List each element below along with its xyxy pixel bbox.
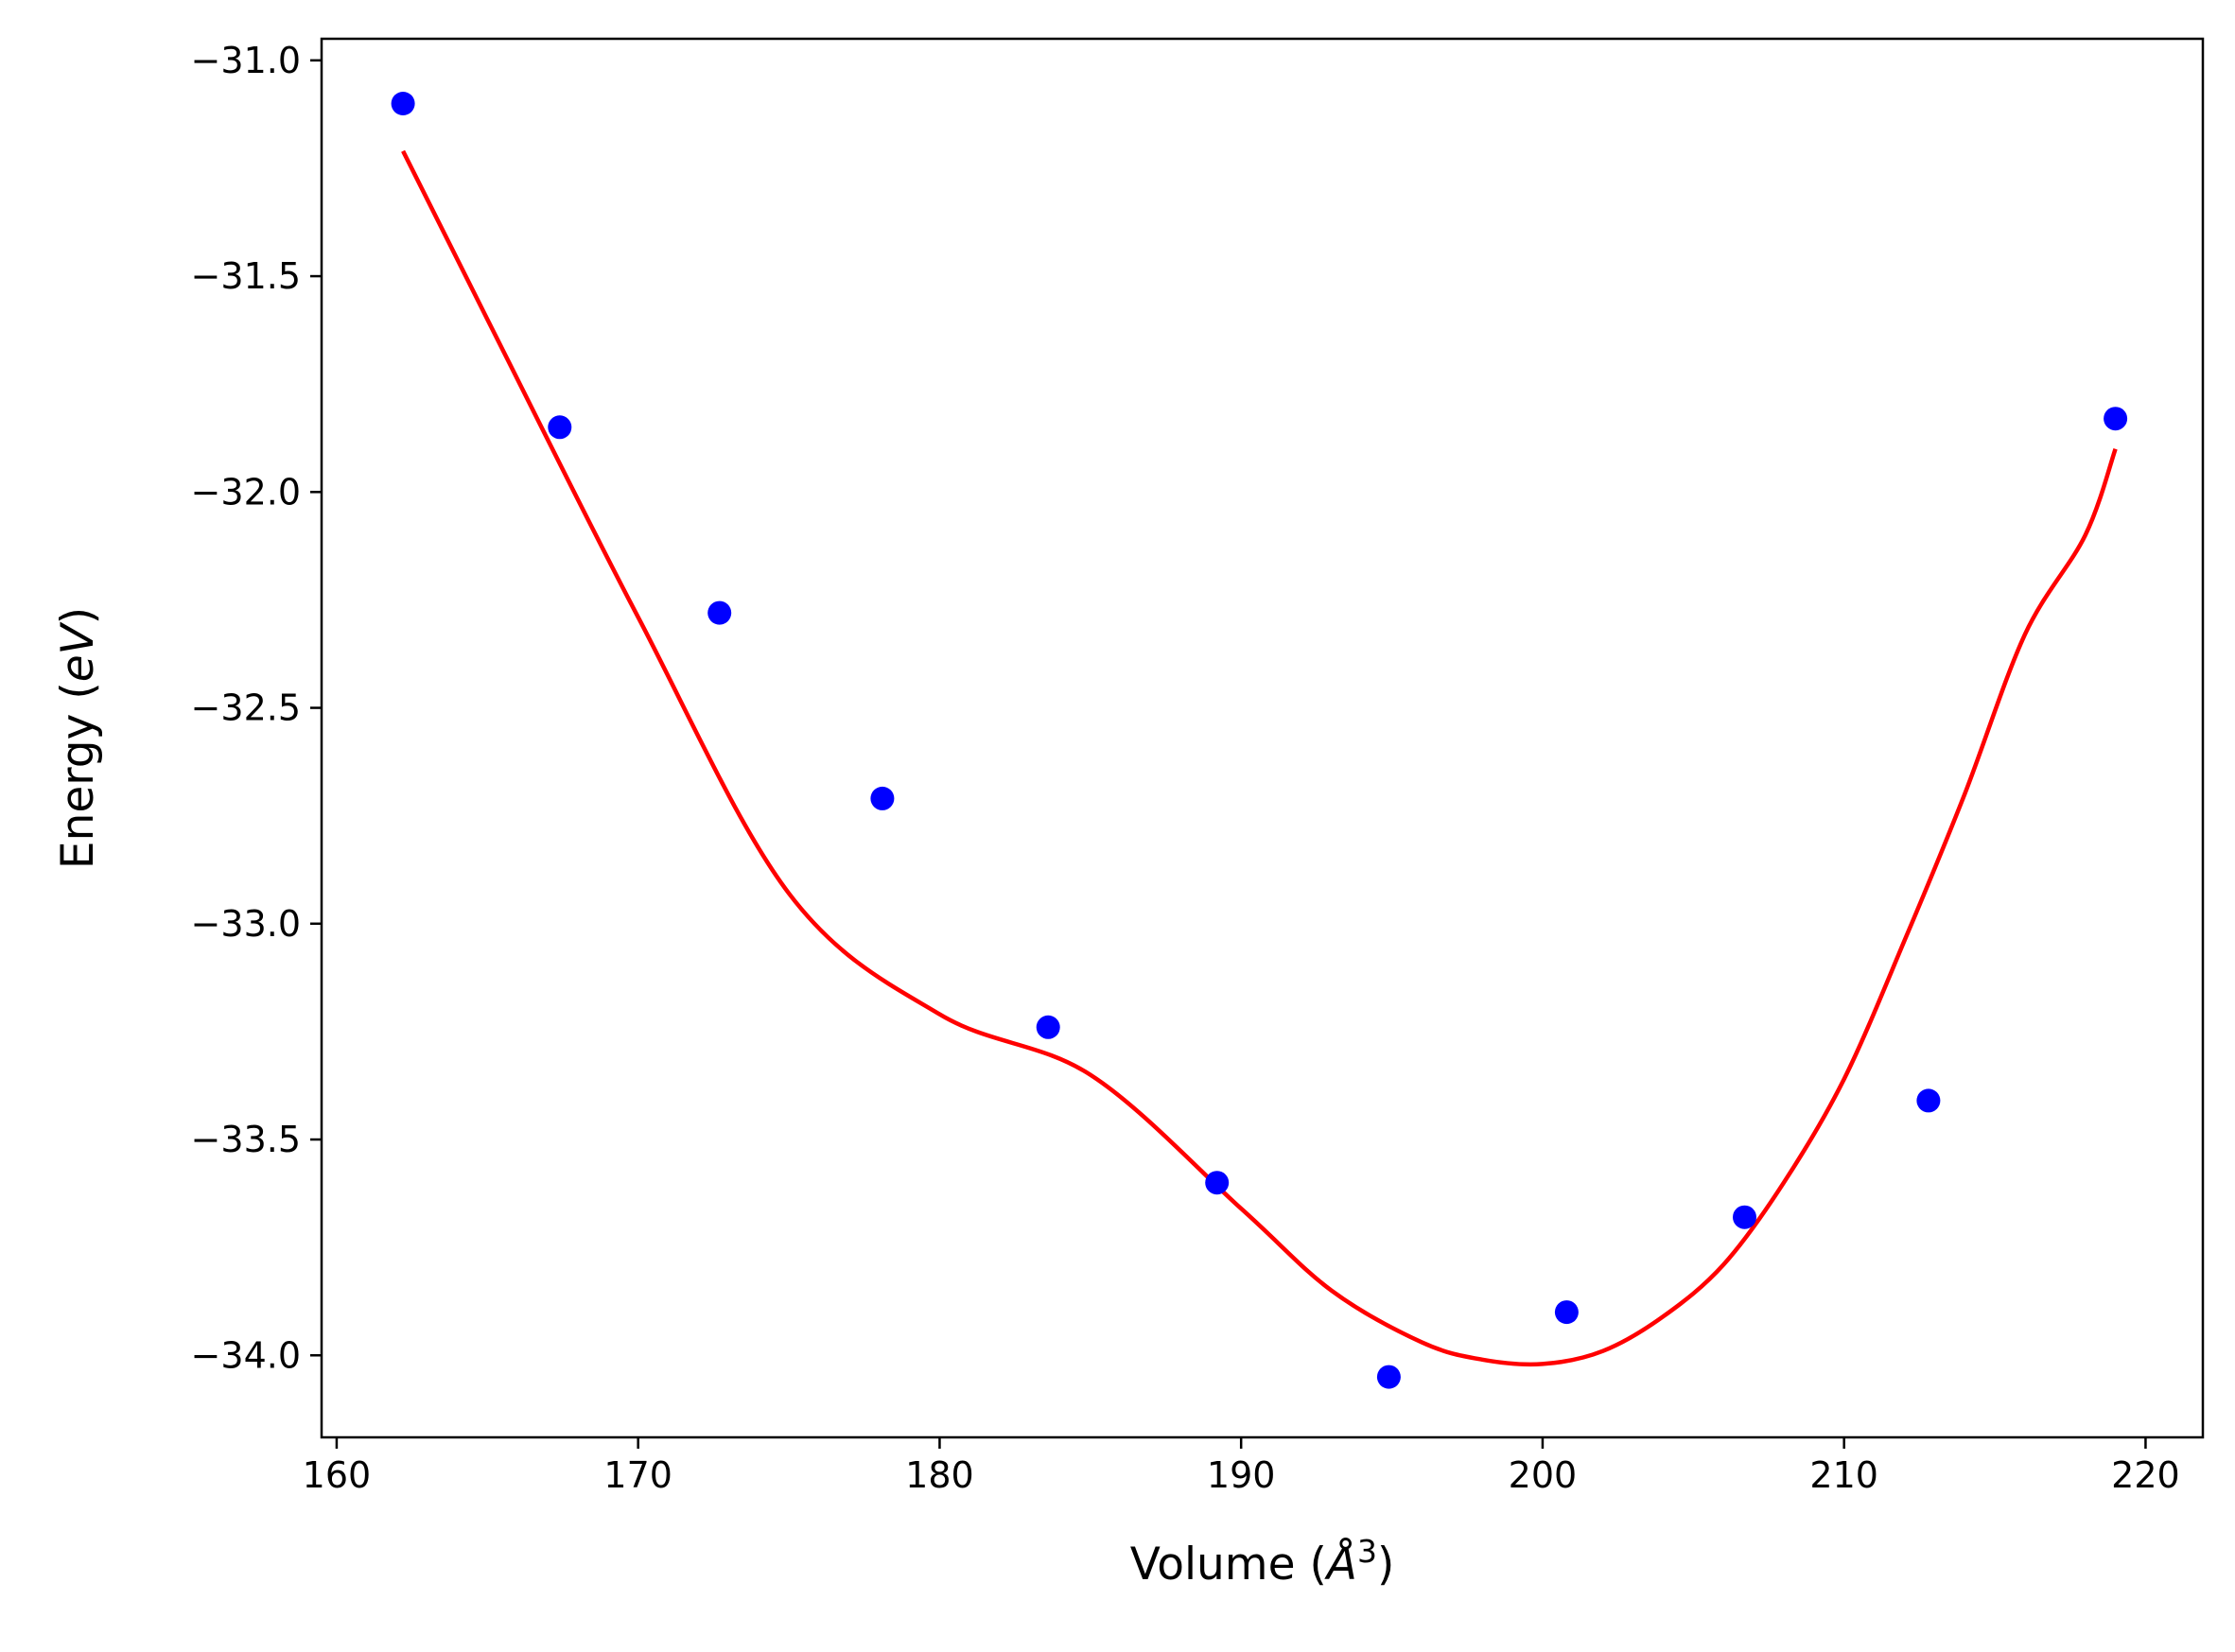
x-tick-label: 190 [1207, 1454, 1276, 1496]
data-point [1554, 1300, 1579, 1325]
y-axis-label-close: ) [52, 607, 104, 624]
data-point [548, 415, 572, 440]
y-axis-label: Energy (eV) [52, 607, 104, 869]
y-axis-ticks: −31.0 −31.5 −32.0 −32.5 −33.0 −33.5 −34.0 [191, 40, 322, 1376]
data-point [1733, 1205, 1756, 1229]
y-tick-label: −31.5 [191, 255, 301, 297]
x-axis-ticks: 160 170 180 190 200 210 220 [303, 1437, 2180, 1496]
x-tick-label: 220 [2111, 1454, 2180, 1496]
x-axis-label-symbol: Å [1324, 1539, 1357, 1591]
x-axis-label: Volume (Å3) [1130, 1533, 1395, 1591]
y-tick-label: −33.0 [191, 903, 301, 945]
x-tick-label: 160 [303, 1454, 372, 1496]
data-point [1036, 1015, 1060, 1039]
data-point [2104, 407, 2128, 431]
data-point [1205, 1171, 1230, 1195]
data-point [1376, 1365, 1401, 1389]
fit-curve-layer [401, 149, 2118, 1367]
x-tick-label: 210 [1809, 1454, 1878, 1496]
x-axis-label-close: ) [1377, 1539, 1394, 1591]
data-points-layer [391, 92, 2128, 1389]
y-tick-label: −31.0 [191, 40, 301, 81]
y-tick-label: −32.0 [191, 471, 301, 513]
x-tick-label: 180 [905, 1454, 974, 1496]
y-tick-label: −32.5 [191, 687, 301, 729]
plot-frame [320, 37, 2205, 1439]
data-point [870, 786, 895, 810]
data-point [707, 600, 732, 625]
x-tick-label: 170 [603, 1454, 672, 1496]
y-tick-label: −34.0 [191, 1334, 301, 1376]
data-point [1916, 1088, 1941, 1113]
y-axis-label-unit: eV [52, 621, 104, 682]
x-axis-label-base: Volume ( [1130, 1539, 1327, 1591]
x-axis-label-superscript: 3 [1357, 1533, 1377, 1570]
fit-curve [401, 149, 2118, 1367]
y-tick-label: −33.5 [191, 1119, 301, 1160]
y-axis-label-base: Energy ( [52, 682, 104, 869]
x-tick-label: 200 [1509, 1454, 1578, 1496]
data-point [391, 92, 415, 115]
